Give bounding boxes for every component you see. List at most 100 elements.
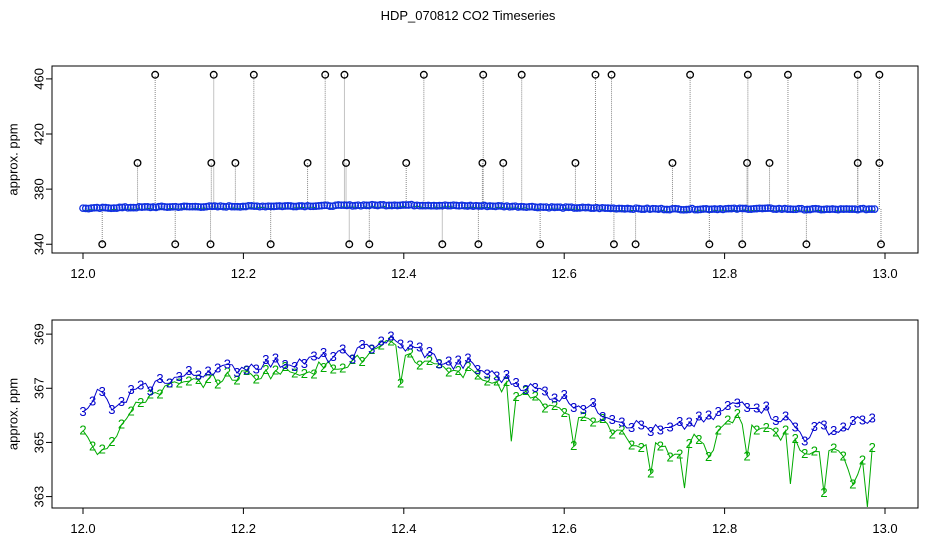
spike-marker bbox=[231, 158, 240, 167]
data-point bbox=[166, 203, 174, 211]
data-point bbox=[727, 204, 736, 213]
data-point bbox=[390, 201, 399, 210]
data-point bbox=[393, 201, 402, 210]
series-marker-3: 3 bbox=[763, 398, 770, 413]
y-tick-label: 365 bbox=[31, 432, 46, 454]
y-tick-label: 369 bbox=[31, 323, 46, 345]
chart-title: HDP_070812 CO2 Timeseries bbox=[380, 8, 556, 23]
spike-marker bbox=[875, 158, 884, 167]
data-point bbox=[682, 205, 691, 214]
data-point bbox=[446, 201, 455, 210]
data-point bbox=[696, 205, 705, 214]
data-point bbox=[281, 202, 289, 210]
series-marker-2: 2 bbox=[387, 333, 394, 348]
series-marker-3: 3 bbox=[830, 423, 837, 438]
spike-marker bbox=[342, 158, 351, 167]
data-point bbox=[778, 205, 786, 213]
series-marker-3: 3 bbox=[618, 415, 625, 430]
data-point bbox=[716, 205, 725, 213]
data-point bbox=[587, 204, 595, 212]
data-point bbox=[107, 204, 115, 213]
data-point bbox=[839, 205, 848, 213]
x-tick-label: 12.4 bbox=[391, 521, 416, 536]
series-marker-3: 3 bbox=[291, 359, 298, 374]
data-point bbox=[570, 204, 579, 212]
spike-marker bbox=[133, 158, 142, 167]
series-marker-3: 3 bbox=[734, 396, 741, 411]
series-marker-3: 3 bbox=[484, 367, 491, 382]
data-point bbox=[865, 205, 873, 213]
series-marker-2: 2 bbox=[378, 337, 385, 352]
data-point bbox=[604, 204, 612, 212]
series-marker-2: 2 bbox=[147, 386, 154, 401]
data-point bbox=[191, 202, 200, 211]
series-marker-3: 3 bbox=[387, 329, 394, 344]
data-point bbox=[205, 202, 214, 210]
spike-marker bbox=[591, 70, 600, 79]
data-point bbox=[755, 204, 764, 213]
data-point bbox=[401, 201, 410, 209]
data-point bbox=[326, 202, 334, 210]
data-point bbox=[474, 202, 483, 210]
data-point bbox=[764, 204, 772, 212]
series-marker-2: 2 bbox=[849, 477, 856, 492]
series-marker-2: 2 bbox=[445, 364, 452, 379]
series-marker-3: 3 bbox=[705, 407, 712, 422]
data-point bbox=[314, 202, 323, 210]
series-marker-2: 2 bbox=[185, 373, 192, 388]
series-line-2 bbox=[82, 339, 873, 508]
series-marker-3: 3 bbox=[522, 382, 529, 397]
series-marker-2: 2 bbox=[464, 359, 471, 374]
series-marker-3: 3 bbox=[407, 337, 414, 352]
series-marker-2: 2 bbox=[541, 400, 548, 415]
data-point bbox=[387, 201, 396, 210]
data-point bbox=[615, 204, 623, 213]
data-point bbox=[744, 205, 753, 214]
data-point bbox=[497, 202, 506, 210]
x-tick-label: 12.6 bbox=[552, 521, 577, 536]
data-point bbox=[831, 205, 840, 214]
data-point bbox=[233, 202, 242, 211]
data-point bbox=[620, 205, 629, 213]
series-marker-2: 2 bbox=[753, 422, 760, 437]
data-point bbox=[168, 202, 177, 211]
data-point bbox=[295, 202, 303, 210]
spike-marker bbox=[784, 70, 792, 79]
data-point bbox=[870, 205, 879, 213]
data-point bbox=[612, 204, 621, 213]
series-marker-3: 3 bbox=[753, 400, 760, 415]
series-marker-2: 2 bbox=[561, 405, 568, 420]
series-marker-2: 2 bbox=[339, 361, 346, 376]
data-point bbox=[867, 205, 876, 213]
data-point bbox=[525, 202, 534, 211]
data-point bbox=[427, 201, 435, 210]
data-point bbox=[110, 204, 118, 212]
data-point bbox=[533, 203, 542, 212]
data-point bbox=[219, 202, 228, 211]
data-point bbox=[691, 205, 699, 214]
data-point bbox=[309, 202, 318, 211]
data-point bbox=[800, 205, 809, 214]
series-marker-2: 2 bbox=[503, 374, 510, 389]
y-tick-label: 340 bbox=[31, 233, 46, 255]
spike-marker bbox=[98, 240, 107, 249]
series-marker-3: 3 bbox=[724, 398, 731, 413]
series-line-3 bbox=[82, 335, 873, 443]
data-point bbox=[862, 205, 871, 214]
series-marker-3: 3 bbox=[426, 344, 433, 359]
data-point bbox=[780, 204, 789, 213]
series-marker-2: 2 bbox=[108, 434, 115, 449]
spike-marker bbox=[266, 240, 275, 249]
data-point bbox=[747, 205, 755, 213]
series-marker-3: 3 bbox=[435, 357, 442, 372]
y-tick-label: 363 bbox=[31, 486, 46, 508]
series-marker-3: 3 bbox=[792, 419, 799, 434]
data-point bbox=[663, 205, 671, 214]
series-marker-2: 2 bbox=[830, 441, 837, 456]
series-marker-2: 2 bbox=[512, 389, 519, 404]
series-marker-3: 3 bbox=[811, 419, 818, 434]
data-point bbox=[267, 202, 275, 211]
data-point bbox=[239, 202, 247, 211]
data-point bbox=[438, 201, 447, 210]
